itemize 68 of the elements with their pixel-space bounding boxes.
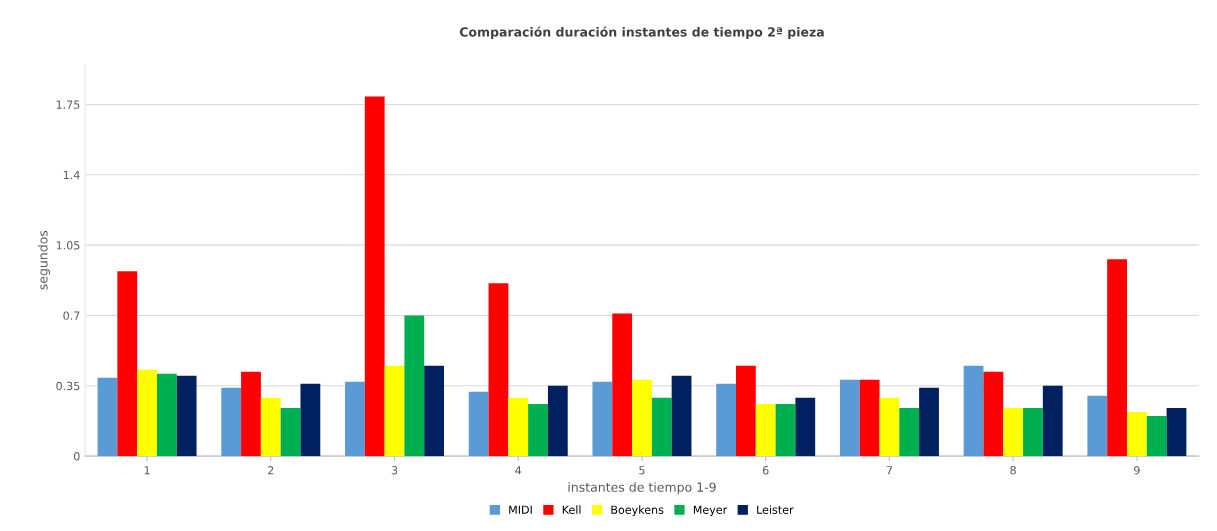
bar	[280, 407, 301, 457]
legend-label: Boeykens	[611, 505, 664, 517]
bar	[241, 371, 261, 457]
bar	[612, 313, 633, 457]
bar	[795, 397, 816, 457]
bar	[364, 96, 385, 457]
bar	[300, 383, 321, 457]
bar	[468, 391, 489, 457]
bar	[176, 375, 197, 457]
bar	[919, 387, 939, 457]
x-tick-label: 6	[762, 466, 769, 475]
y-tick-label: 1.05	[56, 241, 80, 250]
bar	[1003, 407, 1024, 457]
bar	[384, 365, 405, 457]
x-tick-label: 3	[391, 466, 398, 475]
legend-label: MIDI	[509, 505, 532, 514]
bar	[260, 397, 281, 457]
bar	[592, 381, 613, 457]
bar	[1042, 385, 1063, 457]
bar	[879, 397, 900, 457]
bar	[755, 403, 776, 457]
bar	[404, 315, 425, 457]
bar	[424, 365, 444, 457]
legend-label: Kell	[562, 505, 581, 514]
x-tick-label: 5	[639, 466, 645, 475]
bar	[983, 371, 1004, 457]
bar	[508, 397, 529, 457]
x-tick-label: 9	[1134, 466, 1140, 475]
y-tick-label: 0	[73, 452, 80, 461]
x-tick-label: 4	[515, 466, 522, 475]
bar	[1166, 407, 1187, 457]
y-tick-label: 0.35	[56, 381, 80, 391]
bar	[671, 375, 692, 457]
y-tick-label: 1.75	[56, 100, 80, 109]
bar	[1146, 415, 1167, 457]
y-tick-label: 1.4	[63, 170, 80, 179]
x-tick-label: 7	[886, 466, 893, 475]
bar	[716, 383, 736, 457]
chart-title: Comparación duración instantes de tiempo 2ª pieza	[459, 26, 824, 40]
bar	[137, 369, 157, 457]
y-axis-title: segundos	[37, 230, 51, 290]
bar	[221, 387, 242, 457]
bar	[651, 397, 672, 457]
x-tick-label: 1	[144, 466, 150, 475]
bar	[117, 271, 138, 457]
bar	[859, 379, 880, 457]
bar	[775, 403, 796, 457]
bar	[1087, 395, 1108, 457]
bar	[899, 407, 920, 457]
bar	[528, 403, 548, 457]
bar	[632, 379, 652, 457]
legend-label: Meyer	[693, 505, 728, 517]
bar	[488, 283, 509, 457]
y-tick-label: 0.7	[63, 311, 80, 320]
bar	[547, 385, 568, 457]
bar	[156, 373, 177, 457]
bar	[97, 377, 118, 457]
x-tick-label: 2	[268, 466, 274, 475]
bar	[1023, 407, 1043, 457]
legend-label: Leister	[757, 505, 794, 514]
bar	[1107, 259, 1127, 457]
x-axis-title: instantes de tiempo 1-9	[568, 482, 716, 495]
bar	[963, 365, 984, 457]
bar	[1126, 411, 1147, 457]
bar	[345, 381, 365, 457]
x-tick-label: 8	[1010, 466, 1016, 475]
bar	[839, 379, 860, 457]
bar	[736, 365, 756, 457]
